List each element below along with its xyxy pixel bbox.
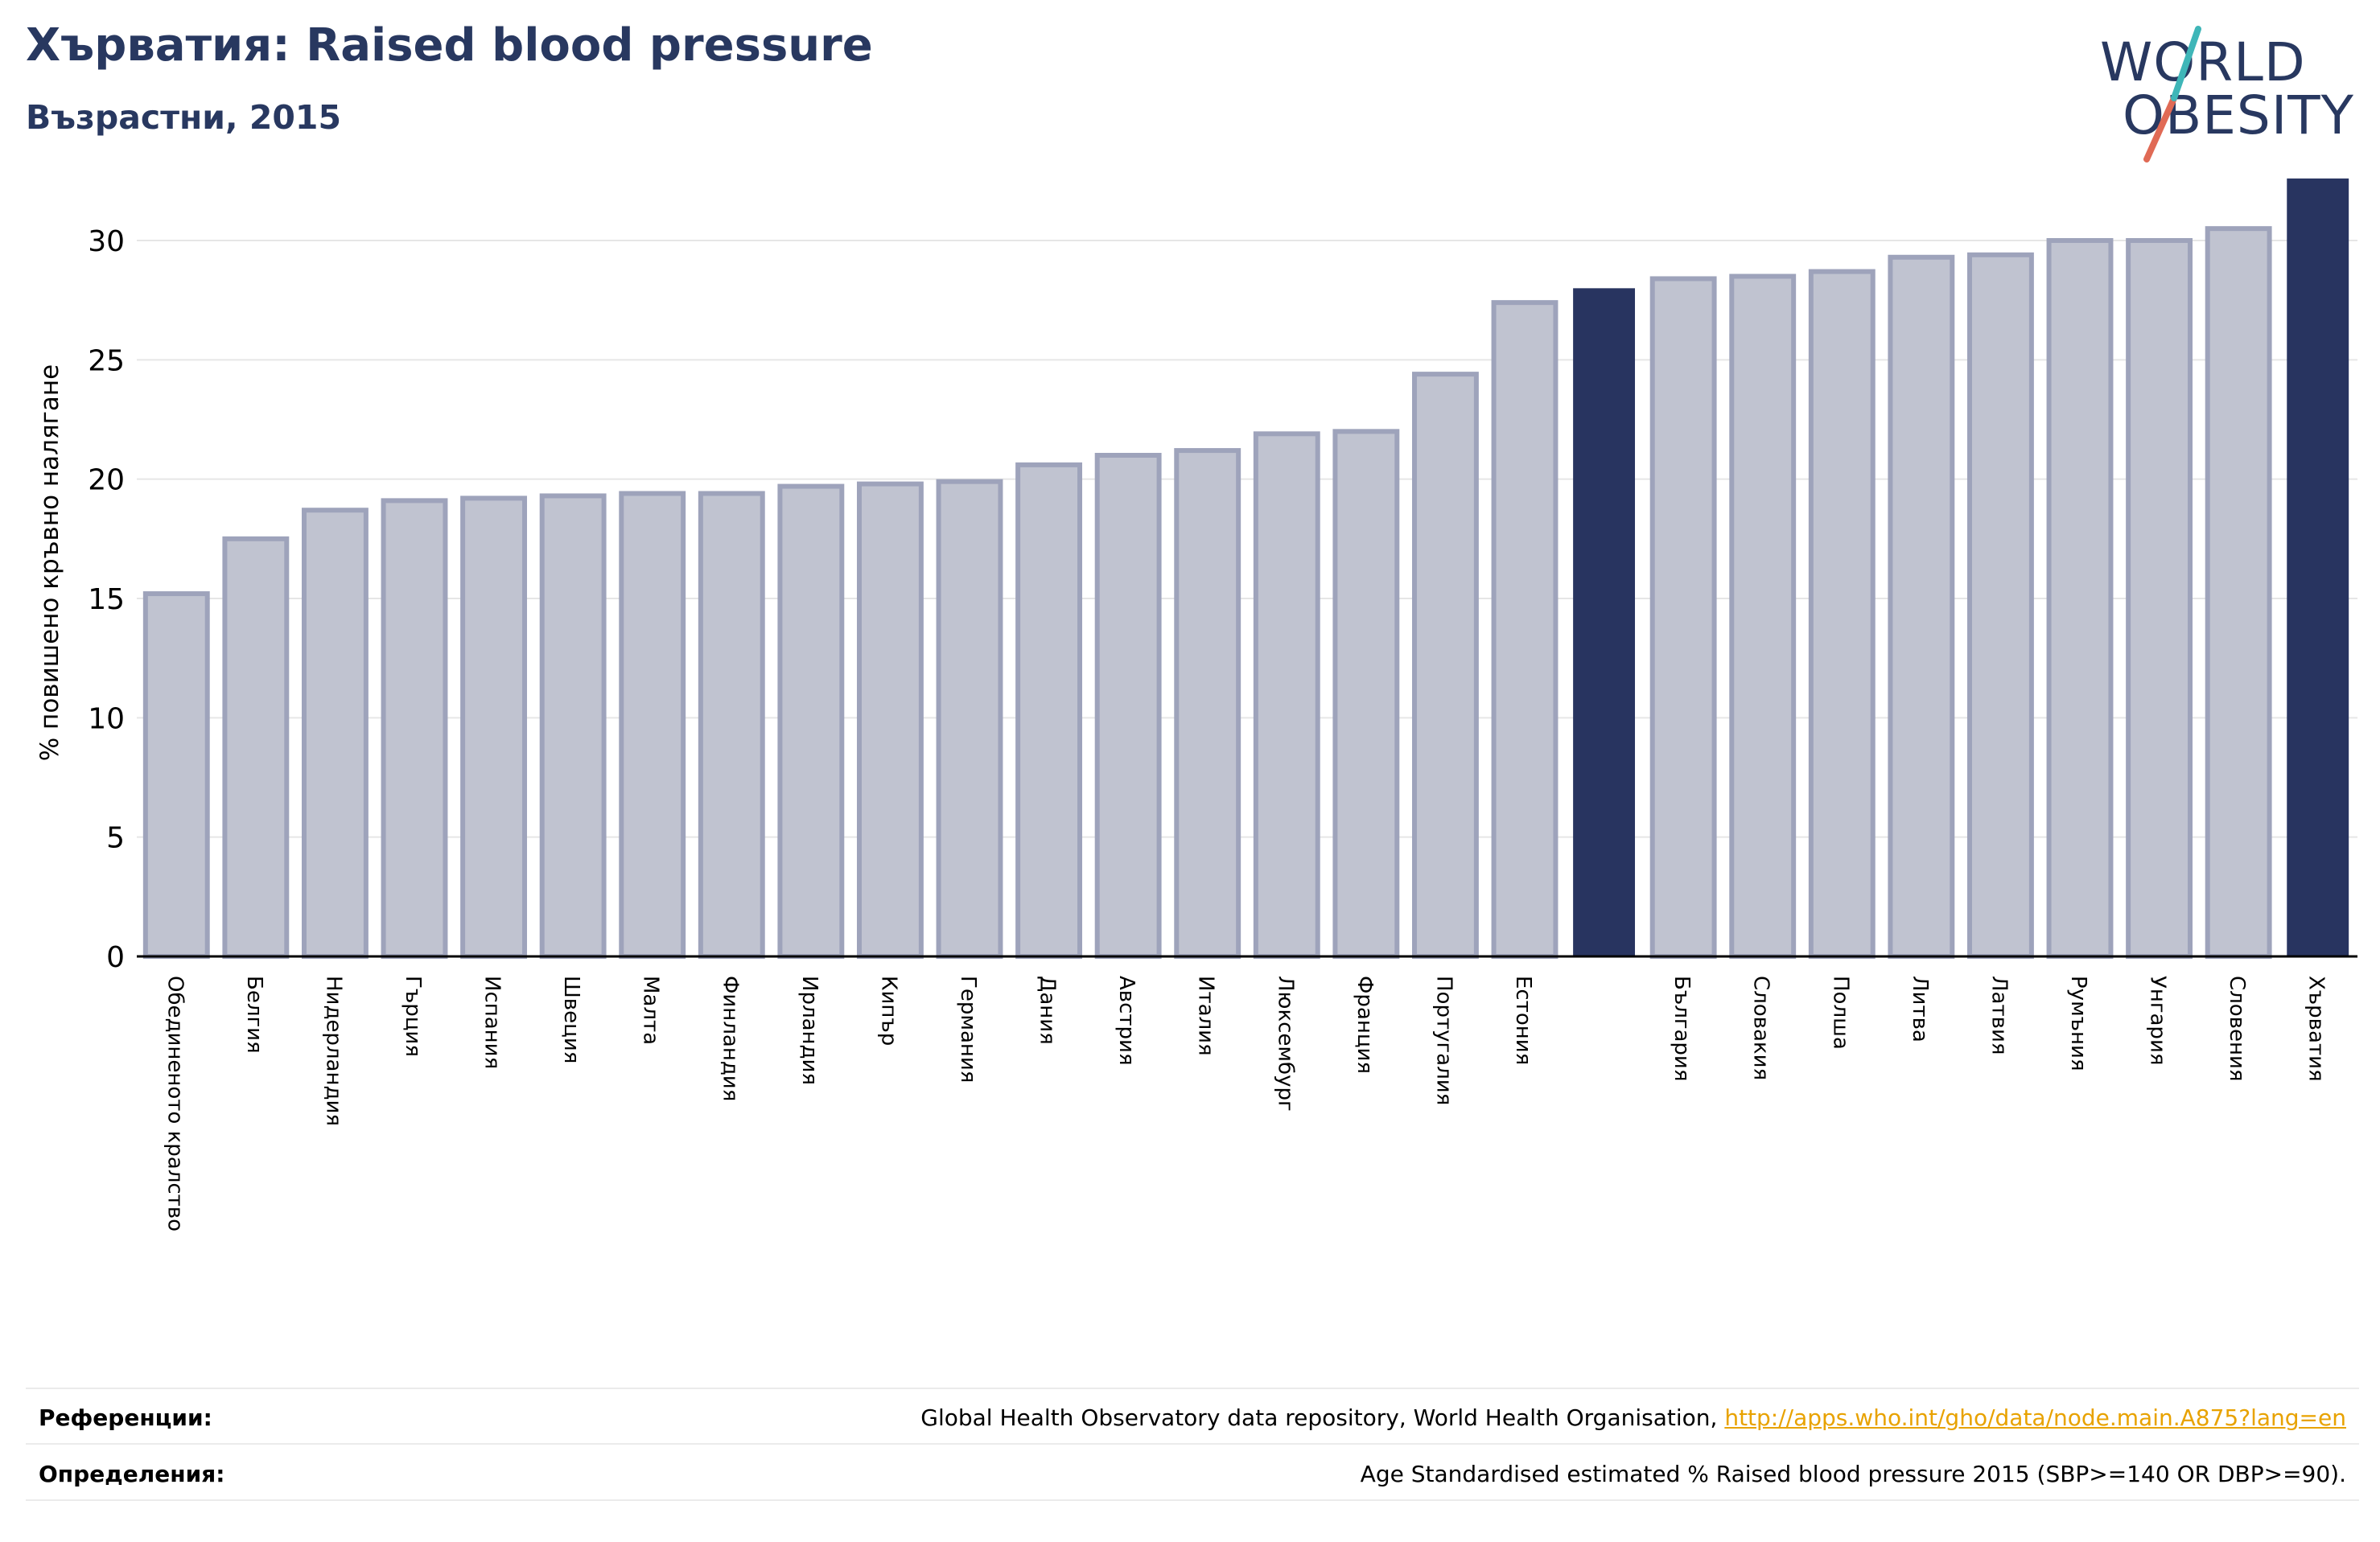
logo-line1: WORLD [2100,31,2306,93]
x-tick-label: Ирландия [797,976,821,1085]
x-tick-label: Белгия [242,976,266,1054]
bar-7 [698,491,765,959]
bar-18 [1573,288,1636,956]
bar-8 [777,483,845,959]
bar-15 [1332,429,1400,959]
bar-2 [301,508,369,959]
x-tick-label: Нидерландия [321,976,345,1126]
bar-6 [619,491,686,959]
x-tick-label: Испания [480,976,504,1069]
x-tick-label: Обединеното кралство [163,976,187,1232]
x-tick-label: Дания [1036,976,1060,1045]
bar-27 [2287,178,2349,956]
world-obesity-logo: WORLD OBESITY [2100,26,2354,162]
x-tick-label: Франция [1353,976,1377,1074]
bar-1 [222,536,290,959]
bar-10 [936,479,1003,959]
bar-23 [1966,252,2034,959]
references-text: Global Health Observatory data repositor… [920,1404,2346,1431]
x-tick-label: Кипър [876,976,900,1046]
bar-14 [1253,431,1320,959]
y-tick-label: 15 [88,583,125,616]
bar-9 [856,481,924,959]
bar-3 [381,498,448,959]
x-tick-label: Гърция [401,976,425,1057]
logo-line2: OBESITY [2123,84,2354,146]
x-tick-label: Австрия [1114,976,1139,1066]
y-tick-label: 10 [88,702,125,735]
bar-13 [1174,448,1241,959]
bar-24 [2046,238,2114,959]
chart-title: Хърватия: Raised blood pressure [26,19,873,72]
x-tick-label: Словакия [1749,976,1773,1080]
x-tick-label: Литва [1908,976,1932,1042]
footer-divider-middle [26,1443,2359,1445]
bar-20 [1729,273,1797,959]
references-link[interactable]: http://apps.who.int/gho/data/node.main.A… [1724,1404,2346,1431]
references-source: Global Health Observatory data repositor… [920,1404,1725,1431]
x-tick-label: Полша [1828,976,1852,1050]
y-tick-label: 30 [88,225,125,258]
x-tick-label: Люксембург [1273,976,1297,1112]
x-axis-labels: Обединеното кралство Белгия Нидерландия Гър… [163,976,2328,1232]
x-tick-label: Хърватия [2304,976,2329,1082]
bar-21 [1808,269,1876,960]
bar-0 [142,591,210,959]
bar-4 [460,495,528,959]
y-tick-label: 25 [88,344,125,377]
bar-17 [1491,300,1559,959]
bar-26 [2205,226,2272,959]
y-tick-label: 20 [88,464,125,497]
x-tick-label: Словения [2225,976,2249,1082]
x-tick-label: Германия [956,976,980,1083]
x-tick-label: Финландия [718,976,742,1101]
footer-divider-bottom [26,1499,2359,1501]
x-tick-label: България [1670,976,1694,1081]
x-tick-label: Швеция [559,976,583,1063]
bar-25 [2126,238,2193,959]
x-tick-label: Румъния [2066,976,2090,1071]
definitions-text: Age Standardised estimated % Raised bloo… [1360,1461,2346,1487]
bar-12 [1094,453,1162,959]
chart-subtitle: Възрастни, 2015 [26,98,341,137]
bar-chart: 0 5 10 15 20 25 30 Обединеното кралство Белгия Н… [35,178,2357,1232]
x-tick-label: Латвия [1987,976,2011,1055]
bar-11 [1015,462,1083,959]
x-tick-label: Италия [1194,976,1218,1056]
x-tick-label: Малта [639,976,663,1045]
bar-5 [539,493,607,959]
references-label: Референции: [39,1404,212,1431]
bars [142,178,2349,960]
y-tick-label: 5 [106,822,125,855]
y-axis-label: % повишено кръвно налягане [35,364,64,762]
y-axis-ticks: 0 5 10 15 20 25 30 [88,225,125,974]
x-tick-label: Унгария [2146,976,2170,1065]
bar-19 [1649,276,1717,959]
x-tick-label: Естония [1511,976,1535,1065]
bar-16 [1411,372,1479,959]
y-tick-label: 0 [106,941,125,974]
footer-divider-top [26,1388,2359,1389]
bar-22 [1888,254,1955,959]
definitions-label: Определения: [39,1461,225,1487]
x-tick-label: Португалия [1431,976,1456,1105]
